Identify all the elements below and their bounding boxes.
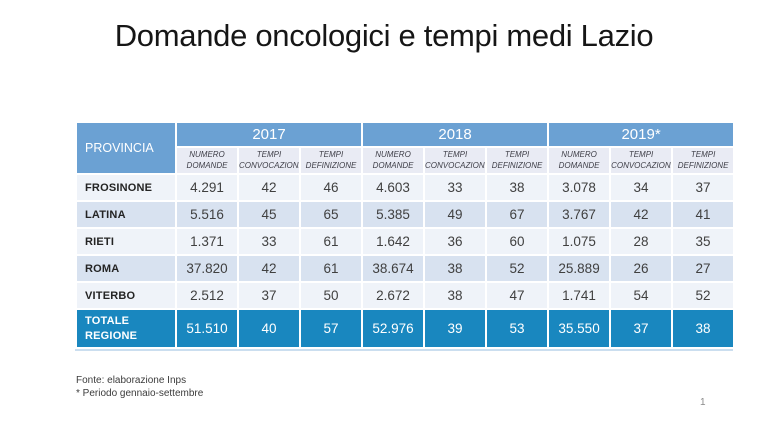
province-label: RIETI — [75, 227, 177, 256]
subheader-tempi-definizione-2018: TEMPI DEFINIZIONE — [485, 146, 550, 175]
footnote-source: Fonte: elaborazione Inps — [76, 375, 187, 386]
total-value-cell: 39 — [423, 308, 488, 349]
slide-title: Domande oncologici e tempi medi Lazio — [114, 18, 654, 53]
value-cell: 61 — [298, 227, 364, 256]
value-cell: 25.889 — [547, 254, 612, 283]
value-cell: 28 — [609, 227, 674, 256]
value-cell: 33 — [423, 173, 488, 202]
value-cell: 33 — [237, 227, 301, 256]
value-cell: 35 — [671, 227, 736, 256]
table-row-totale-regione: TOTALE REGIONE 51.510 40 57 52.976 39 53… — [75, 308, 736, 349]
total-value-cell: 37 — [609, 308, 674, 349]
value-cell: 65 — [298, 200, 364, 229]
value-cell: 4.603 — [361, 173, 426, 202]
total-value-cell: 38 — [671, 308, 736, 349]
value-cell: 1.741 — [547, 281, 612, 310]
value-cell: 52 — [671, 281, 736, 310]
value-cell: 60 — [485, 227, 550, 256]
value-cell: 50 — [298, 281, 364, 310]
value-cell: 36 — [423, 227, 488, 256]
year-header-row: PROVINCIA 2017 2018 2019* — [75, 121, 736, 175]
year-header-2018: 2018 — [361, 121, 550, 148]
value-cell: 5.516 — [175, 200, 239, 229]
subheader-tempi-convocazione-2017: TEMPI CONVOCAZIONE — [237, 146, 301, 175]
value-cell: 1.371 — [175, 227, 239, 256]
total-value-cell: 53 — [485, 308, 550, 349]
value-cell: 38 — [485, 173, 550, 202]
value-cell: 34 — [609, 173, 674, 202]
value-cell: 41 — [671, 200, 736, 229]
subheader-numero-domande-2017: NUMERO DOMANDE — [175, 146, 239, 175]
page-number: 1 — [700, 397, 706, 408]
province-label: LATINA — [75, 200, 177, 229]
total-label: TOTALE REGIONE — [75, 308, 177, 349]
value-cell: 42 — [609, 200, 674, 229]
subheader-numero-domande-2018: NUMERO DOMANDE — [361, 146, 426, 175]
value-cell: 54 — [609, 281, 674, 310]
value-cell: 1.642 — [361, 227, 426, 256]
table-row-viterbo: VITERBO 2.512 37 50 2.672 38 47 1.741 54… — [75, 281, 736, 310]
subheader-row: NUMERO DOMANDE TEMPI CONVOCAZIONE TEMPI … — [76, 146, 736, 175]
value-cell: 4.291 — [175, 173, 239, 202]
province-label: ROMA — [75, 254, 177, 283]
value-cell: 3.078 — [547, 173, 612, 202]
value-cell: 27 — [671, 254, 736, 283]
year-header-2017: 2017 — [174, 121, 364, 148]
subheader-numero-domande-2019: NUMERO DOMANDE — [547, 146, 612, 175]
table-row-latina: LATINA 5.516 45 65 5.385 49 67 3.767 42 … — [75, 200, 736, 229]
value-cell: 38 — [423, 254, 488, 283]
total-value-cell: 40 — [237, 308, 301, 349]
table-row-rieti: RIETI 1.371 33 61 1.642 36 60 1.075 28 3… — [75, 227, 736, 256]
subheader-tempi-definizione-2019: TEMPI DEFINIZIONE — [671, 146, 736, 175]
total-value-cell: 35.550 — [547, 308, 612, 349]
total-value-cell: 52.976 — [361, 308, 426, 349]
subheader-tempi-definizione-2017: TEMPI DEFINIZIONE — [298, 146, 364, 175]
value-cell: 26 — [609, 254, 674, 283]
value-cell: 38.674 — [361, 254, 426, 283]
value-cell: 46 — [298, 173, 364, 202]
value-cell: 37 — [237, 281, 301, 310]
province-label: VITERBO — [75, 281, 177, 310]
value-cell: 61 — [298, 254, 364, 283]
data-table-frame: PROVINCIA 2017 2018 2019* NUMERO DOMANDE… — [75, 121, 736, 351]
table-row-roma: ROMA 37.820 42 61 38.674 38 52 25.889 26… — [75, 254, 736, 283]
value-cell: 38 — [423, 281, 488, 310]
value-cell: 1.075 — [547, 227, 612, 256]
total-value-cell: 57 — [298, 308, 364, 349]
value-cell: 42 — [237, 173, 301, 202]
table-row-frosinone: FROSINONE 4.291 42 46 4.603 33 38 3.078 … — [75, 173, 736, 202]
total-value-cell: 51.510 — [175, 308, 239, 349]
value-cell: 5.385 — [361, 200, 426, 229]
value-cell: 37 — [671, 173, 736, 202]
provincia-header: PROVINCIA — [75, 121, 177, 175]
value-cell: 2.672 — [361, 281, 426, 310]
value-cell: 52 — [485, 254, 550, 283]
subheader-tempi-convocazione-2019: TEMPI CONVOCAZIONE — [609, 146, 674, 175]
footnote-period: * Periodo gennaio-settembre — [76, 388, 204, 399]
province-label: FROSINONE — [75, 173, 177, 202]
value-cell: 49 — [423, 200, 488, 229]
value-cell: 67 — [485, 200, 550, 229]
data-table: PROVINCIA 2017 2018 2019* NUMERO DOMANDE… — [75, 121, 736, 349]
year-header-2019: 2019* — [547, 121, 736, 148]
footnotes: Fonte: elaborazione Inps * Periodo genna… — [76, 374, 203, 400]
value-cell: 45 — [237, 200, 301, 229]
value-cell: 2.512 — [175, 281, 239, 310]
value-cell: 37.820 — [175, 254, 239, 283]
subheader-tempi-convocazione-2018: TEMPI CONVOCAZIONE — [423, 146, 488, 175]
value-cell: 42 — [237, 254, 301, 283]
value-cell: 47 — [485, 281, 550, 310]
value-cell: 3.767 — [547, 200, 612, 229]
